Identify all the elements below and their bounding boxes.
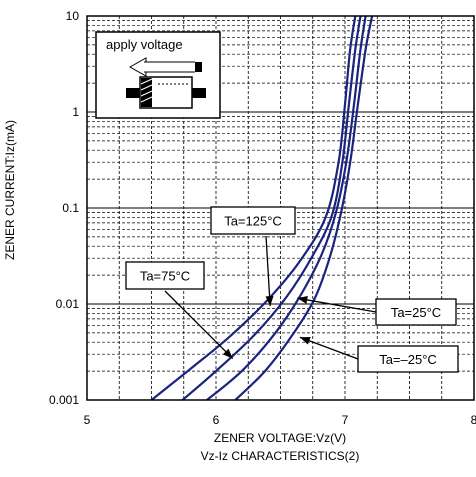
- annotation-label: Ta=–25°C: [379, 352, 437, 367]
- annotation-leader: [265, 235, 271, 307]
- arrow-icon: [128, 57, 202, 77]
- x-axis-title: ZENER VOLTAGE:Vz(V): [214, 431, 346, 445]
- y-tick-label: 0.01: [56, 297, 80, 311]
- diode-icon: [126, 76, 206, 109]
- annotation-box: [210, 206, 296, 235]
- plot-frame: [86, 15, 475, 401]
- series-line-0: [150, 15, 357, 401]
- chart-title: Vz-Iz CHARACTERISTICS(2): [201, 449, 360, 463]
- y-tick-label: 0.001: [49, 393, 79, 407]
- y-tick-label: 10: [66, 9, 80, 23]
- inset-label: apply voltage: [106, 37, 183, 52]
- annotation-leader: [297, 297, 377, 313]
- annotation-arrowhead: [297, 295, 308, 304]
- y-tick-label: 0.1: [62, 201, 79, 215]
- x-tick-label: 6: [213, 413, 220, 427]
- annotation-leader: [299, 336, 359, 360]
- annotation-box: [125, 261, 205, 290]
- annotation-label: Ta=25°C: [391, 305, 441, 320]
- annotations: Ta=125°C Ta=75°C Ta=25°C Ta=–25°C: [125, 206, 459, 373]
- tick-labels: 5 6 7 8 0.001 0.01 0.1 1 10: [49, 9, 476, 427]
- series-line-1: [181, 15, 362, 401]
- x-tick-label: 7: [342, 413, 349, 427]
- annotation-arrowhead: [265, 295, 274, 307]
- x-tick-label: 5: [84, 413, 91, 427]
- annotation-label: Ta=125°C: [224, 214, 282, 229]
- series-line-2: [206, 15, 367, 401]
- y-axis-title: ZENER CURRENT:Iz(mA): [3, 120, 17, 260]
- annotation-box: [357, 345, 459, 373]
- series-line-3: [234, 15, 374, 401]
- x-tick-label: 8: [471, 413, 476, 427]
- annotation-label: Ta=75°C: [140, 269, 190, 284]
- annotation-arrowhead: [222, 348, 233, 359]
- annotation-box: [375, 298, 457, 326]
- annotation-arrowhead: [299, 337, 311, 345]
- series-curves: [150, 15, 374, 401]
- y-tick-label: 1: [72, 105, 79, 119]
- annotation-leader: [164, 290, 234, 360]
- apply-voltage-inset: apply voltage: [95, 31, 221, 119]
